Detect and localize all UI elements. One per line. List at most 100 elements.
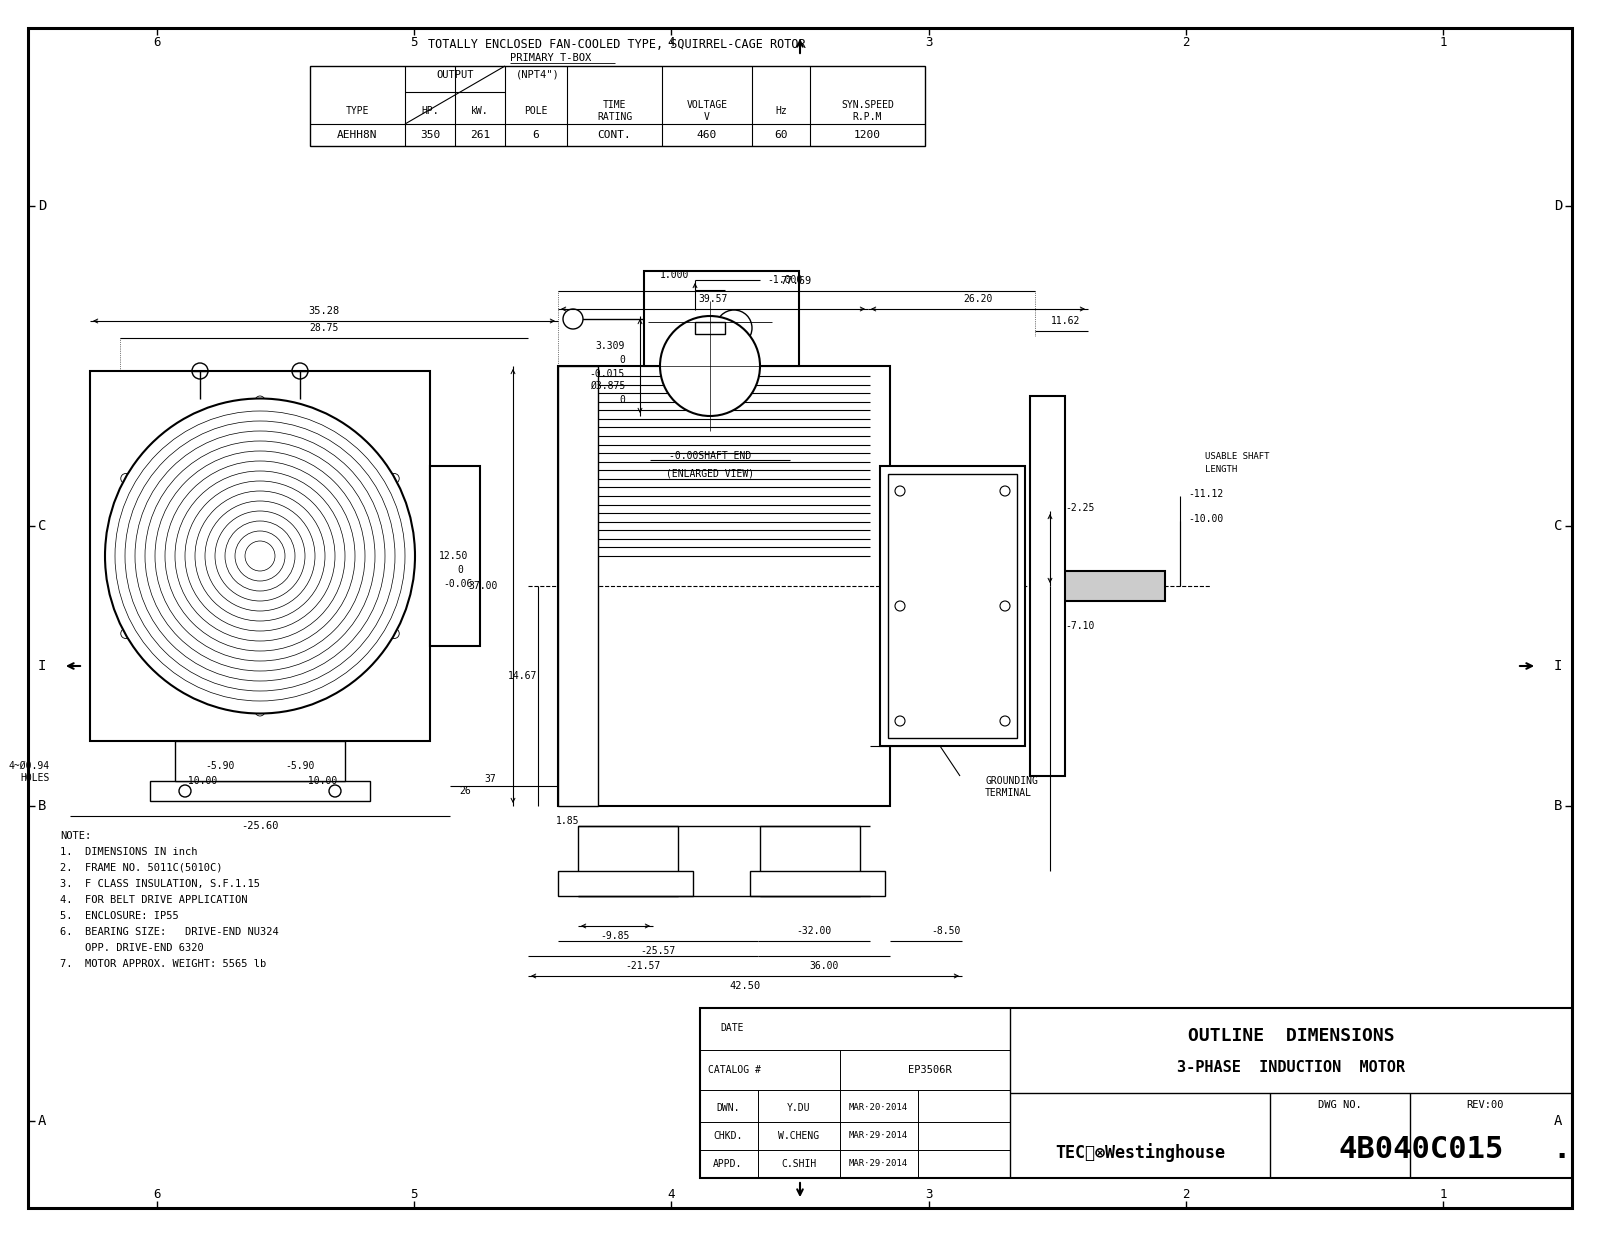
Text: EP3506R: EP3506R [909, 1065, 952, 1075]
Text: A: A [1554, 1114, 1562, 1128]
Text: -2.25: -2.25 [1066, 503, 1094, 513]
Text: TERMINAL: TERMINAL [986, 789, 1032, 798]
Bar [150, 781, 370, 801]
Text: -10.00: -10.00 [1187, 514, 1224, 524]
Text: 4~Ø0.94: 4~Ø0.94 [10, 761, 50, 771]
Text: D: D [1554, 199, 1562, 213]
Text: PRIMARY T-BOX: PRIMARY T-BOX [510, 53, 592, 63]
Circle shape [1000, 716, 1010, 726]
Text: DWG NO.: DWG NO. [1318, 1100, 1362, 1110]
Text: 2: 2 [1182, 1188, 1190, 1200]
Text: DATE: DATE [720, 1023, 744, 1033]
Text: -10.00: -10.00 [302, 776, 338, 786]
Text: 0: 0 [619, 355, 626, 365]
Text: -9.85: -9.85 [600, 931, 630, 941]
Text: -8.50: -8.50 [931, 926, 960, 936]
Text: 3-PHASE  INDUCTION  MOTOR: 3-PHASE INDUCTION MOTOR [1178, 1060, 1405, 1075]
Text: 37.00: 37.00 [469, 581, 498, 591]
Text: 4.  FOR BELT DRIVE APPLICATION: 4. FOR BELT DRIVE APPLICATION [61, 895, 248, 905]
Circle shape [894, 486, 906, 496]
Text: -5.90: -5.90 [205, 761, 235, 771]
Text: 261: 261 [470, 130, 490, 140]
Circle shape [894, 601, 906, 611]
Bar [880, 466, 1026, 747]
Text: C.SHIH: C.SHIH [781, 1159, 816, 1169]
Text: 12.50: 12.50 [438, 551, 469, 561]
Text: HOLES: HOLES [21, 772, 50, 782]
Circle shape [254, 396, 266, 405]
Text: .: . [1554, 1136, 1571, 1164]
Text: APPD.: APPD. [714, 1159, 742, 1169]
Text: 60: 60 [774, 130, 787, 140]
Text: 42.50: 42.50 [730, 981, 760, 991]
Circle shape [250, 546, 270, 566]
Text: 1: 1 [1440, 1188, 1446, 1200]
Text: 4B040C015: 4B040C015 [1338, 1136, 1504, 1164]
Text: 4: 4 [667, 36, 675, 48]
Text: 3: 3 [925, 36, 933, 48]
Text: 6.  BEARING SIZE:   DRIVE-END NU324: 6. BEARING SIZE: DRIVE-END NU324 [61, 927, 278, 937]
Circle shape [120, 628, 131, 639]
Text: -5.90: -5.90 [285, 761, 315, 771]
Bar [558, 871, 693, 896]
Circle shape [389, 473, 400, 483]
Bar [1035, 571, 1165, 601]
Text: -25.57: -25.57 [640, 946, 675, 955]
Circle shape [661, 316, 760, 417]
Text: 0: 0 [619, 396, 626, 405]
Text: -0.00SHAFT END: -0.00SHAFT END [669, 451, 750, 461]
Circle shape [894, 716, 906, 726]
Text: 5: 5 [410, 36, 418, 48]
Text: DWN.: DWN. [717, 1103, 739, 1112]
Text: C: C [38, 519, 46, 533]
Bar [694, 323, 725, 334]
Circle shape [1000, 601, 1010, 611]
Text: CHKD.: CHKD. [714, 1131, 742, 1141]
Text: MAR·29·2014: MAR·29·2014 [848, 1131, 907, 1141]
Text: -21.57: -21.57 [626, 962, 661, 971]
Text: (NPT4"): (NPT4") [517, 69, 560, 79]
Text: OUTLINE  DIMENSIONS: OUTLINE DIMENSIONS [1187, 1027, 1394, 1044]
Circle shape [120, 473, 131, 483]
Text: Y.DU: Y.DU [787, 1103, 811, 1112]
Text: GROUNDING: GROUNDING [986, 776, 1038, 786]
Text: 37: 37 [485, 774, 496, 784]
Circle shape [254, 706, 266, 716]
Text: (ENLARGED VIEW): (ENLARGED VIEW) [666, 468, 754, 478]
Text: 6: 6 [154, 1188, 160, 1200]
Text: 26: 26 [459, 786, 470, 796]
Circle shape [717, 310, 752, 346]
Text: 1: 1 [1440, 36, 1446, 48]
Text: 5: 5 [410, 1188, 418, 1200]
Bar [558, 366, 598, 806]
Bar [174, 742, 346, 781]
Text: 6: 6 [154, 36, 160, 48]
Text: 7.  MOTOR APPROX. WEIGHT: 5565 lb: 7. MOTOR APPROX. WEIGHT: 5565 lb [61, 959, 266, 969]
Text: REV:00: REV:00 [1466, 1100, 1504, 1110]
Circle shape [330, 785, 341, 797]
Bar [578, 826, 678, 896]
Text: B: B [38, 798, 46, 813]
Text: -0.06: -0.06 [443, 578, 474, 590]
Text: 2.  FRAME NO. 5011C(5010C): 2. FRAME NO. 5011C(5010C) [61, 863, 222, 873]
Text: 1200: 1200 [854, 130, 882, 140]
Text: Ø3.875: Ø3.875 [590, 381, 626, 391]
Text: 5.  ENCLOSURE: IP55: 5. ENCLOSURE: IP55 [61, 911, 179, 921]
Text: 26.20: 26.20 [963, 294, 992, 304]
Text: C: C [1554, 519, 1562, 533]
Text: 36.00: 36.00 [810, 962, 838, 971]
Text: LENGTH: LENGTH [1205, 465, 1237, 473]
Text: OUTPUT: OUTPUT [437, 70, 474, 80]
Text: OPP. DRIVE-END 6320: OPP. DRIVE-END 6320 [61, 943, 203, 953]
Circle shape [179, 785, 190, 797]
Ellipse shape [106, 398, 414, 713]
Text: B: B [1554, 798, 1562, 813]
Text: -7.10: -7.10 [1066, 620, 1094, 632]
Circle shape [389, 628, 400, 639]
Text: I: I [38, 659, 46, 672]
Text: W.CHENG: W.CHENG [779, 1131, 819, 1141]
Text: POLE: POLE [525, 106, 547, 116]
Text: 3.  F CLASS INSULATION, S.F.1.15: 3. F CLASS INSULATION, S.F.1.15 [61, 879, 261, 889]
Bar [310, 66, 925, 146]
Text: -1.000: -1.000 [768, 274, 803, 286]
